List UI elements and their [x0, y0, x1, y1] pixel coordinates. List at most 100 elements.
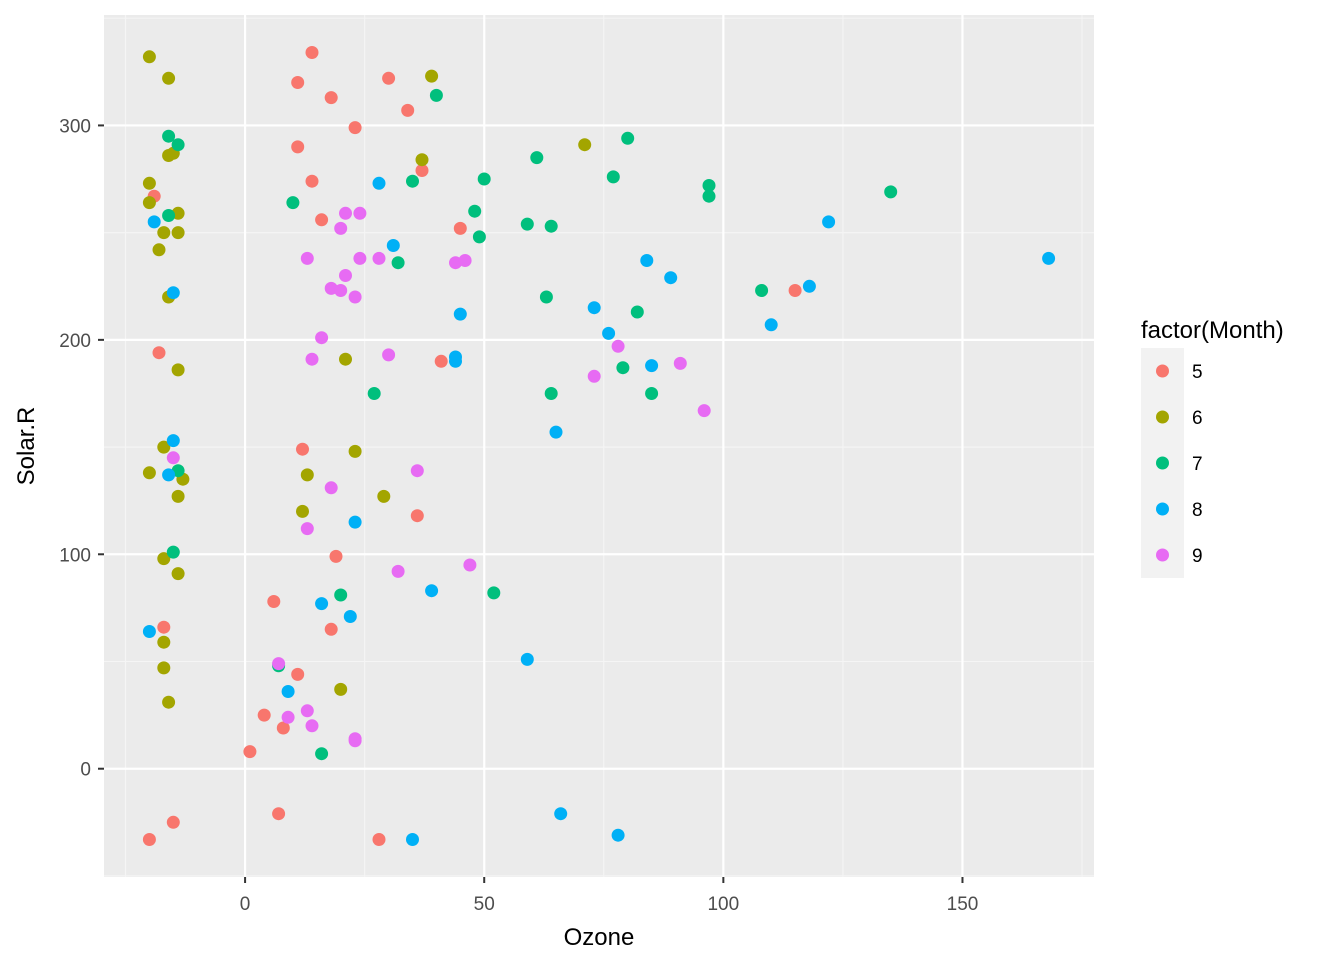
data-point-month-6	[334, 682, 348, 696]
x-axis-title: Ozone	[564, 924, 635, 951]
data-point-month-8	[645, 359, 659, 373]
data-point-month-5	[152, 346, 166, 360]
data-point-month-7	[884, 185, 898, 199]
data-point-month-9	[348, 290, 362, 304]
minor-gridlines	[104, 15, 1094, 877]
legend-key-dot	[1156, 410, 1169, 424]
data-point-month-8	[281, 685, 295, 698]
data-point-month-7	[472, 230, 486, 244]
data-point-month-6	[348, 444, 362, 458]
x-tick-label: 0	[240, 894, 251, 915]
legend-key-dot	[1156, 502, 1169, 516]
y-axis-title: Solar.R	[13, 407, 40, 486]
data-point-month-9	[353, 251, 367, 265]
data-point-month-7	[367, 387, 381, 400]
data-point-month-5	[276, 721, 290, 735]
data-point-month-8	[664, 271, 678, 285]
data-point-month-6	[377, 489, 391, 503]
data-point-month-7	[621, 131, 635, 145]
data-points	[142, 46, 1056, 846]
data-point-month-8	[162, 468, 176, 482]
data-point-month-9	[166, 451, 180, 465]
data-point-month-7	[544, 387, 558, 400]
legend: factor(Month) 5 6 7 8 9	[1141, 317, 1284, 578]
data-point-month-9	[339, 206, 352, 220]
data-point-month-6	[162, 71, 176, 85]
data-point-month-9	[382, 348, 396, 362]
data-point-month-6	[157, 635, 171, 649]
legend-title: factor(Month)	[1141, 317, 1284, 344]
data-point-month-6	[296, 504, 309, 518]
data-point-month-5	[291, 667, 305, 681]
data-point-month-5	[410, 509, 424, 523]
data-point-month-6	[339, 352, 352, 366]
data-point-month-5	[434, 354, 448, 368]
data-point-month-6	[578, 138, 592, 152]
legend-key-dot	[1156, 364, 1169, 378]
data-point-month-9	[334, 284, 348, 297]
data-point-month-9	[587, 369, 601, 383]
data-point-month-8	[425, 584, 439, 598]
y-tick-label: 100	[59, 545, 91, 566]
legend-label: 7	[1192, 454, 1203, 475]
data-point-month-9	[353, 206, 367, 220]
x-tick-label: 50	[474, 894, 495, 915]
data-point-month-7	[487, 586, 501, 600]
data-point-month-9	[315, 331, 329, 345]
data-point-month-8	[802, 279, 816, 293]
data-point-month-9	[272, 657, 286, 671]
data-point-month-5	[372, 833, 386, 846]
data-point-month-7	[702, 179, 716, 192]
data-point-month-6	[425, 69, 439, 83]
data-point-month-9	[611, 339, 625, 353]
data-point-month-5	[453, 221, 467, 235]
data-point-month-7	[520, 217, 534, 231]
data-point-month-8	[142, 625, 156, 638]
legend-key-dot	[1156, 456, 1169, 470]
data-point-month-9	[334, 221, 348, 235]
y-tick-label: 0	[80, 760, 91, 781]
data-point-month-6	[157, 552, 171, 566]
plot-panel	[104, 15, 1094, 877]
data-point-month-5	[142, 833, 156, 846]
data-point-month-8	[166, 286, 180, 300]
x-tick-label: 100	[707, 894, 739, 915]
data-point-month-6	[300, 468, 314, 482]
x-tick-label: 150	[947, 894, 979, 915]
data-point-month-9	[391, 564, 405, 578]
data-point-month-5	[315, 213, 329, 227]
data-point-month-9	[458, 254, 472, 267]
legend-key-dot	[1156, 548, 1169, 562]
data-point-month-5	[348, 121, 362, 135]
data-point-month-6	[142, 466, 156, 480]
data-point-month-9	[324, 481, 338, 495]
data-point-month-8	[453, 307, 467, 321]
data-point-month-6	[142, 176, 156, 190]
data-point-month-6	[171, 567, 185, 581]
data-point-month-5	[305, 46, 319, 59]
data-point-month-6	[157, 661, 171, 675]
data-point-month-9	[673, 356, 687, 370]
data-point-month-7	[616, 361, 630, 375]
data-point-month-9	[697, 404, 711, 418]
data-point-month-8	[520, 652, 534, 666]
data-point-month-7	[645, 387, 659, 400]
data-point-month-5	[305, 174, 319, 188]
legend-label: 5	[1192, 362, 1203, 383]
data-point-month-9	[348, 734, 362, 748]
data-point-month-5	[401, 103, 415, 117]
data-point-month-7	[606, 170, 620, 184]
data-point-month-5	[329, 549, 343, 563]
data-point-month-7	[162, 129, 176, 143]
data-point-month-7	[544, 219, 558, 233]
data-point-month-8	[166, 434, 180, 448]
data-point-month-7	[468, 204, 482, 218]
data-point-month-8	[348, 515, 362, 529]
x-axis: 0 50 100 150	[240, 877, 979, 915]
data-point-month-7	[702, 189, 716, 203]
data-point-month-6	[171, 226, 185, 240]
data-point-month-7	[477, 172, 491, 186]
legend-label: 8	[1192, 500, 1203, 521]
data-point-month-7	[286, 196, 300, 210]
data-point-month-5	[257, 708, 271, 722]
